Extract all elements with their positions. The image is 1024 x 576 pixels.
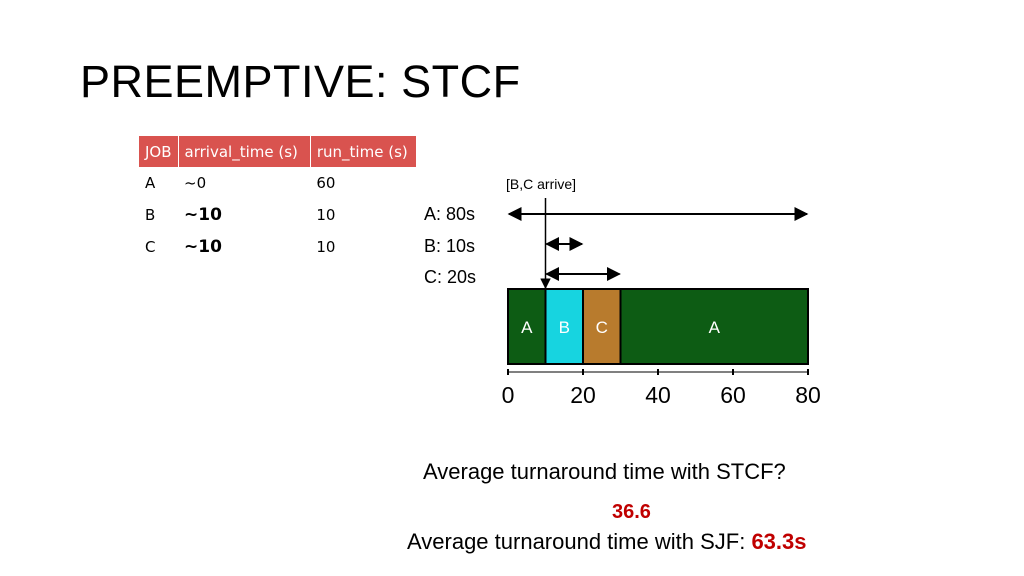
axis-tick-label: 40 (645, 382, 671, 408)
run-cell: 10 (316, 206, 336, 224)
table-row: C ~10 10 (139, 231, 416, 263)
stcf-answer: 36.6 (612, 501, 651, 523)
run-cell: 60 (316, 174, 336, 192)
table-header-row: JOB arrival_time (s) run_time (s) (139, 136, 417, 167)
segment-label: A (709, 318, 721, 337)
axis-tick-label: 80 (795, 382, 821, 408)
duration-label-c: C: 20s (424, 267, 477, 287)
table-row: B ~10 10 (139, 199, 416, 231)
stcf-question: Average turnaround time with STCF? (423, 459, 786, 484)
header-arrival-time: arrival_time (s) (178, 136, 311, 167)
header-run-time: run_time (s) (310, 136, 417, 167)
table-row: A ~0 60 (139, 167, 416, 199)
segment-label: B (559, 318, 570, 337)
sjf-line: Average turnaround time with SJF: 63.3s (407, 529, 807, 555)
duration-label-b: B: 10s (424, 236, 476, 256)
arrival-annotation: [B,C arrive] (506, 176, 577, 192)
axis-tick-label: 60 (720, 382, 746, 408)
arrival-cell: ~10 (184, 205, 222, 225)
axis-tick-label: 20 (570, 382, 596, 408)
job-cell: C (145, 238, 156, 256)
job-table: JOB arrival_time (s) run_time (s) A ~0 6… (139, 136, 417, 263)
sjf-label: Average turnaround time with SJF: (407, 529, 752, 554)
timeline-segment-a (619, 288, 809, 365)
timeline-segment-c (582, 288, 622, 365)
run-cell: 10 (316, 238, 336, 256)
job-cell: A (145, 174, 156, 192)
sjf-value: 63.3s (751, 529, 807, 554)
arrival-cell: ~10 (184, 237, 222, 257)
segment-label: C (596, 318, 608, 337)
duration-label-a: A: 80s (424, 204, 476, 224)
segment-label: A (521, 318, 533, 337)
header-job: JOB (139, 136, 179, 167)
job-cell: B (145, 206, 156, 224)
arrival-cell: ~0 (184, 174, 207, 192)
page-title: PREEMPTIVE: STCF (80, 56, 521, 107)
axis-tick-label: 0 (502, 382, 515, 408)
